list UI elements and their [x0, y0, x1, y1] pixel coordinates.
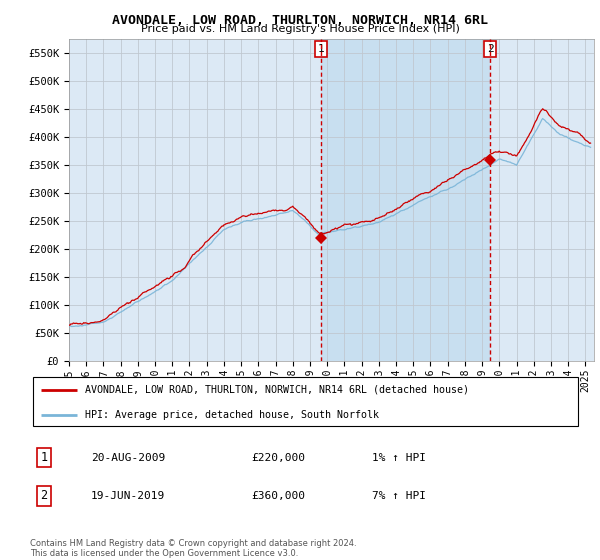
Text: 1% ↑ HPI: 1% ↑ HPI	[372, 452, 426, 463]
Text: AVONDALE, LOW ROAD, THURLTON, NORWICH, NR14 6RL: AVONDALE, LOW ROAD, THURLTON, NORWICH, N…	[112, 14, 488, 27]
Bar	[321, 39, 490, 361]
Text: HPI: Average price, detached house, South Norfolk: HPI: Average price, detached house, Sout…	[85, 410, 379, 420]
Text: £220,000: £220,000	[251, 452, 305, 463]
FancyBboxPatch shape	[33, 377, 578, 426]
Text: 1: 1	[317, 44, 325, 54]
Text: 2: 2	[487, 44, 494, 54]
Text: £360,000: £360,000	[251, 491, 305, 501]
Text: 7% ↑ HPI: 7% ↑ HPI	[372, 491, 426, 501]
Text: Contains HM Land Registry data © Crown copyright and database right 2024.
This d: Contains HM Land Registry data © Crown c…	[30, 539, 356, 558]
Text: 2: 2	[40, 489, 47, 502]
Text: AVONDALE, LOW ROAD, THURLTON, NORWICH, NR14 6RL (detached house): AVONDALE, LOW ROAD, THURLTON, NORWICH, N…	[85, 385, 469, 395]
Text: 19-JUN-2019: 19-JUN-2019	[91, 491, 165, 501]
Text: 1: 1	[40, 451, 47, 464]
Text: Price paid vs. HM Land Registry's House Price Index (HPI): Price paid vs. HM Land Registry's House …	[140, 24, 460, 34]
Text: 20-AUG-2009: 20-AUG-2009	[91, 452, 165, 463]
